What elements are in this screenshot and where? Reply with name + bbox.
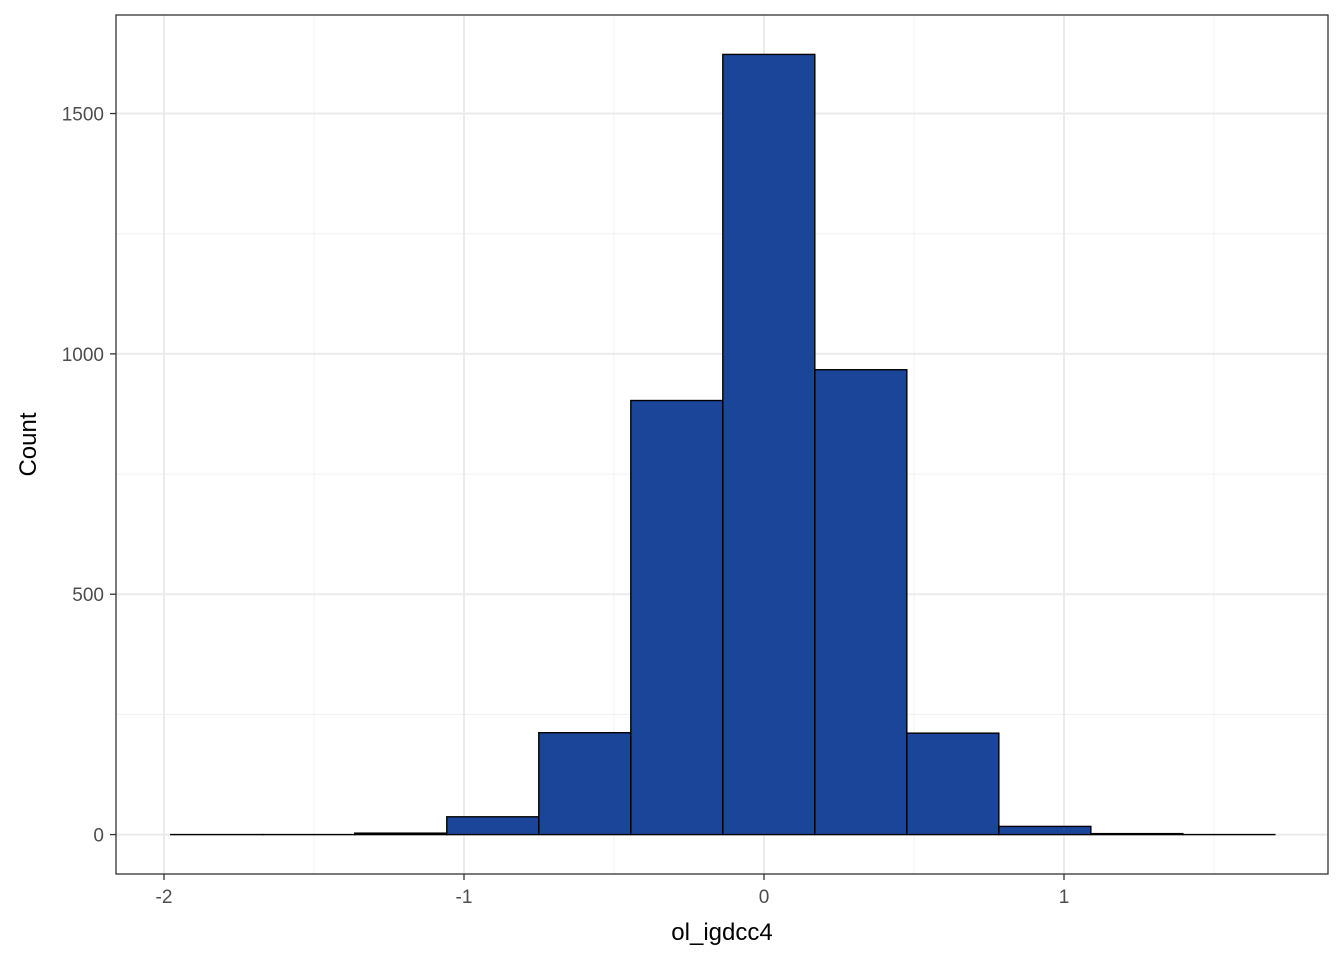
histogram-bar: [630, 399, 724, 836]
y-axis: 0 500 1000 1500: [62, 105, 116, 847]
histogram-bar: [1090, 832, 1184, 836]
y-axis-title: Count: [15, 412, 42, 476]
y-tick-label: 1000: [62, 345, 104, 366]
x-axis-title: ol_igdcc4: [671, 919, 772, 946]
histogram-bar: [722, 53, 816, 836]
histogram-bar: [446, 816, 540, 836]
histogram-bar: [998, 825, 1092, 836]
histogram-bar: [354, 832, 448, 836]
histogram-bar: [538, 731, 632, 836]
panel-border: [115, 14, 1329, 875]
histogram-bar: [906, 732, 1000, 836]
x-tick-label: 1: [1059, 887, 1070, 908]
x-tick-label: -1: [456, 887, 473, 908]
y-tick-label: 1500: [62, 105, 104, 126]
x-tick-label: 0: [759, 887, 770, 908]
histogram-bars: [170, 53, 1276, 836]
histogram-bar: [814, 369, 908, 836]
x-tick-label: -2: [156, 887, 173, 908]
y-tick-label: 500: [72, 585, 104, 606]
x-axis: -2 -1 0 1: [156, 874, 1070, 908]
y-tick-label: 0: [93, 826, 104, 847]
